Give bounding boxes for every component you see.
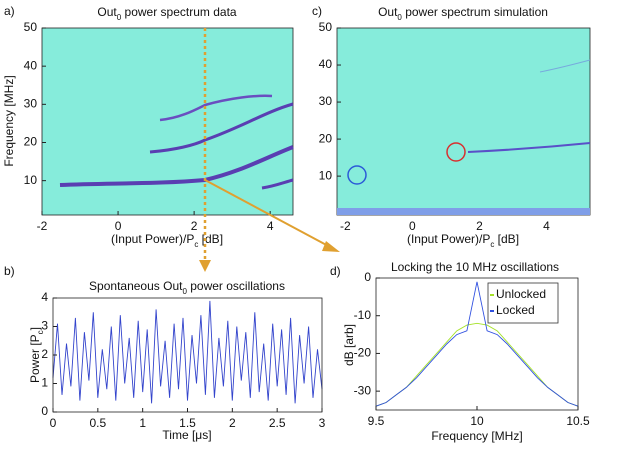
y-tick-label: -20 [354, 346, 372, 360]
x-axis-label-part: (Input Power)/P [111, 232, 194, 246]
spectral-ridge [467, 142, 591, 153]
chart-title-part: Locking the 10 MHz oscillations [391, 260, 559, 274]
spectral-ridge [149, 102, 294, 154]
y-tick-label: 20 [319, 131, 333, 145]
x-axis-label-part: [dB] [198, 232, 223, 246]
series-line [52, 300, 323, 404]
x-tick-label: 0 [50, 416, 57, 430]
x-tick-label: 4 [267, 219, 274, 233]
y-axis-label: Power [Pc] [28, 327, 44, 383]
y-tick-label: 30 [319, 94, 333, 108]
x-tick-label: 0 [115, 219, 122, 233]
y-tick-label: 30 [24, 96, 38, 110]
x-tick-label: 2 [476, 219, 483, 233]
chart-title: Spontaneous Out0 power oscillations [89, 279, 285, 295]
x-axis-label: Frequency [MHz] [431, 429, 522, 443]
x-tick-label: 3 [319, 416, 326, 430]
series-line [375, 322, 579, 407]
x-axis-label-part: Frequency [MHz] [431, 429, 522, 443]
y-axis-label: Frequency [MHz] [2, 75, 16, 166]
y-tick-label: 0 [41, 404, 48, 418]
chart-title-part: 0 [182, 287, 187, 296]
spectral-ridge [539, 59, 591, 73]
x-tick-label: 2.5 [269, 416, 286, 430]
panel-label: c) [312, 4, 322, 18]
marker-circle [347, 165, 367, 185]
x-tick-label: 1.5 [179, 416, 196, 430]
panel-label: a) [4, 4, 15, 18]
x-axis-label-part: [dB] [494, 232, 519, 246]
x-tick-label: 10.5 [566, 414, 590, 428]
x-axis-label-part: c [194, 240, 198, 249]
chart-title-part: Out [378, 5, 398, 19]
chart-title-part: 0 [397, 13, 402, 22]
y-tick-label: 40 [319, 57, 333, 71]
chart-title: Out0 power spectrum simulation [378, 5, 548, 21]
panel-label: b) [4, 264, 15, 278]
marker-circle [446, 142, 466, 162]
arrow-head [199, 260, 211, 272]
y-tick-label: 40 [24, 58, 38, 72]
y-tick-label: 50 [319, 20, 333, 34]
x-tick-label: -2 [340, 219, 351, 233]
x-axis-label: (Input Power)/Pc [dB] [407, 232, 519, 248]
arrow-head [322, 241, 340, 252]
chart-title: Locking the 10 MHz oscillations [391, 260, 559, 274]
chart-title-part: Out [97, 5, 117, 19]
annotations [59, 28, 591, 272]
series-line [375, 281, 579, 407]
y-tick-label: 20 [24, 135, 38, 149]
x-axis-label: (Input Power)/Pc [dB] [111, 232, 223, 248]
y-axis-label: dB [arb] [342, 324, 356, 366]
arrow-line [204, 179, 333, 249]
x-tick-label: 2 [229, 416, 236, 430]
y-axis-label-part: Frequency [MHz] [2, 75, 16, 166]
x-tick-label: -2 [37, 219, 48, 233]
x-tick-label: 4 [543, 219, 550, 233]
y-axis-label-part: dB [arb] [342, 324, 356, 366]
x-tick-label: 0.5 [89, 416, 106, 430]
chart-title-part: power spectrum data [121, 5, 237, 19]
x-axis-label-part: (Input Power)/P [407, 232, 490, 246]
spectral-ridge [261, 178, 294, 190]
y-tick-label: 3 [41, 319, 48, 333]
spectral-band [337, 208, 590, 215]
y-tick-label: 4 [41, 290, 48, 304]
heatmap-background [42, 28, 293, 215]
y-tick-label: 10 [319, 168, 333, 182]
y-tick-label: -30 [354, 383, 372, 397]
legend-box [487, 282, 559, 324]
y-tick-label: 50 [24, 20, 38, 34]
spectral-ridge [159, 94, 273, 122]
y-axis-label-part: c [36, 330, 45, 334]
x-tick-label: 10 [470, 414, 484, 428]
y-tick-label: -10 [354, 308, 372, 322]
x-tick-label: 0 [409, 219, 416, 233]
x-tick-label: 2 [191, 219, 198, 233]
x-tick-label: 9.5 [368, 414, 385, 428]
y-tick-label: 10 [24, 173, 38, 187]
y-axis-label-part: ] [28, 327, 42, 330]
y-tick-label: 1 [41, 376, 48, 390]
axes-frame [41, 27, 294, 216]
heatmap-background [337, 28, 590, 215]
y-tick-label: 2 [41, 347, 48, 361]
spectral-ridge [59, 145, 294, 187]
y-axis-label-part: Power [P [28, 334, 42, 383]
x-axis-label: Time [μs] [162, 428, 211, 442]
chart-title-part: Spontaneous Out [89, 279, 183, 293]
chart-title-part: power spectrum simulation [402, 5, 548, 19]
x-tick-label: 1 [139, 416, 146, 430]
x-axis-label-part: Time [μs] [162, 428, 211, 442]
panel-label: d) [330, 264, 341, 278]
legend-label: Unlocked [496, 287, 546, 301]
y-tick-label: 0 [364, 270, 371, 284]
legend-label: Locked [496, 303, 535, 317]
x-axis-label-part: c [490, 240, 494, 249]
chart-title-part: 0 [117, 13, 122, 22]
chart-title-part: power oscillations [187, 279, 285, 293]
chart-title: Out0 power spectrum data [97, 5, 237, 21]
